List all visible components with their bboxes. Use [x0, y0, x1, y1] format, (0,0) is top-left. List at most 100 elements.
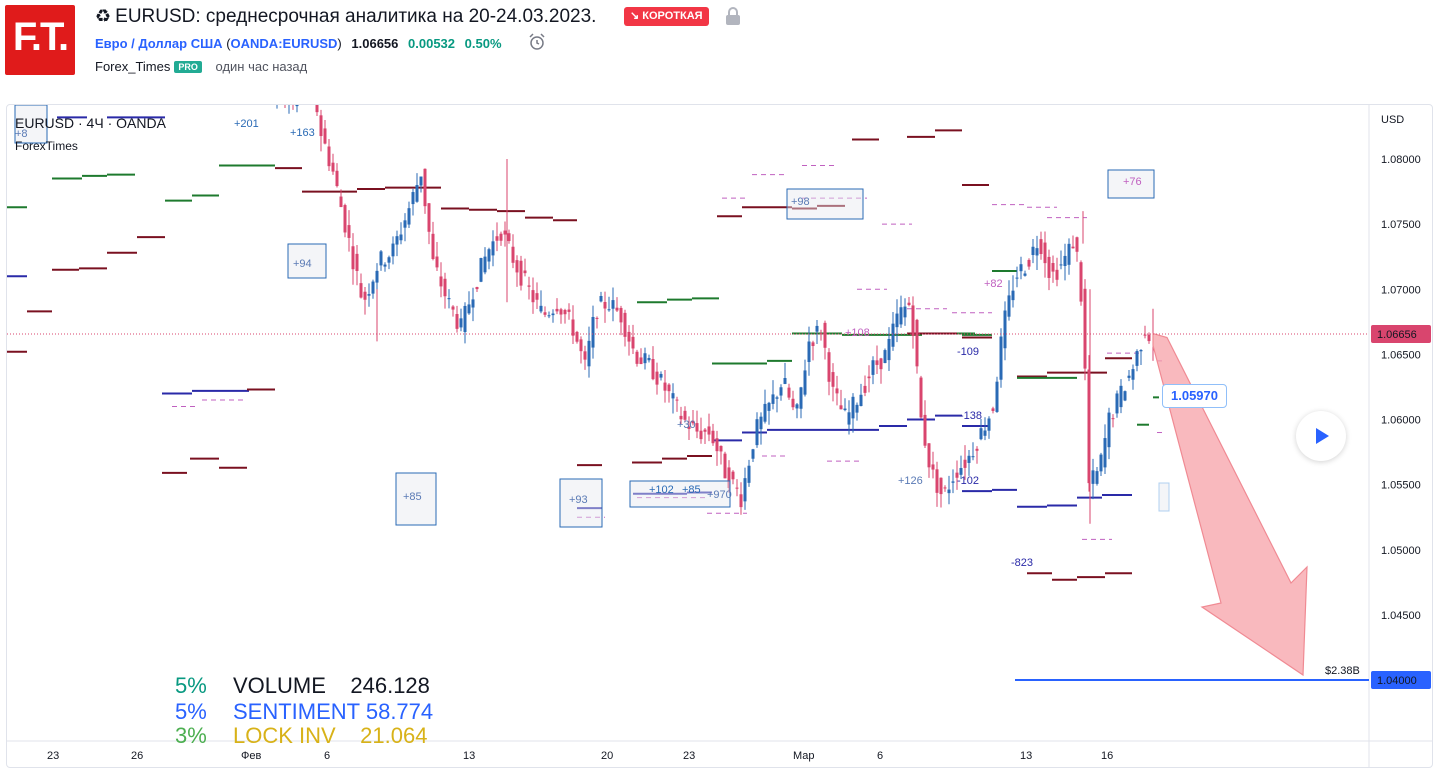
candle-body: [851, 396, 855, 419]
candle-body: [831, 372, 835, 387]
indicator-sentiment-value: 58.774: [365, 699, 434, 724]
candle-body: [811, 342, 815, 347]
candle-body: [1067, 243, 1071, 265]
alarm-clock-icon[interactable]: [528, 33, 546, 51]
chart-annotation: +85: [403, 491, 422, 503]
price-chart[interactable]: +201 +163 +94 +85 +93 +102 +85 +970 +98 +108 +76 -1…: [7, 105, 1433, 768]
chart-annotation: +970: [707, 489, 732, 501]
candle-body: [523, 270, 527, 274]
candle-body: [331, 162, 335, 172]
candle-body: [339, 196, 343, 208]
chart-annotation: -109: [957, 346, 979, 358]
candle-body: [587, 340, 591, 367]
candle-body: [939, 477, 943, 495]
candle-body: [835, 388, 839, 394]
price-axis-tick: 1.07500: [1381, 219, 1421, 231]
annotation-box: [629, 480, 731, 508]
candle-body: [1019, 264, 1023, 272]
indicator-lock-inv-value: 21.064: [360, 723, 428, 743]
candle-body: [487, 249, 491, 262]
candle-body: [775, 397, 779, 399]
idea-title: ♻ EURUSD: среднесрочная аналитика на 20-2…: [95, 6, 596, 28]
price-axis-tick: 1.05000: [1381, 545, 1421, 557]
candle-body: [559, 309, 563, 315]
candle-body: [1079, 262, 1083, 302]
candle-body: [527, 285, 531, 287]
candle-body: [747, 465, 751, 483]
time-axis-tick: Мар: [793, 750, 815, 762]
candle-body: [439, 276, 443, 287]
candle-body: [919, 377, 923, 418]
candle-body: [687, 426, 691, 429]
candle-body: [691, 420, 695, 424]
candle-body: [315, 105, 319, 113]
indicator-sentiment-label: SENTIMENT: [233, 699, 360, 724]
candle-body: [567, 309, 571, 312]
candle-body: [979, 428, 983, 440]
symbol-line: Евро / Доллар США (OANDA:EURUSD) 1.06656…: [95, 36, 502, 51]
candle-body: [579, 339, 583, 352]
chart-area[interactable]: +201 +163 +94 +85 +93 +102 +85 +970 +98 +108 +76 -1…: [6, 104, 1433, 768]
candle-body: [883, 350, 887, 364]
candle-body: [343, 205, 347, 233]
candle-body: [891, 323, 895, 347]
candle-body: [843, 408, 847, 411]
price-axis-tick: 1.04500: [1381, 610, 1421, 622]
candle-body: [659, 373, 663, 378]
chart-annotation: -138: [960, 410, 982, 422]
candle-body: [443, 278, 447, 297]
price-axis-tick: 1.08000: [1381, 154, 1421, 166]
candle-body: [671, 393, 675, 399]
chart-annotation: +126: [898, 475, 923, 487]
candle-body: [895, 313, 899, 328]
candle-body: [435, 256, 439, 268]
candle-body: [815, 325, 819, 332]
time-axis-tick: 16: [1101, 750, 1113, 762]
candle-body: [619, 307, 623, 323]
candle-body: [1059, 264, 1063, 266]
candle-body: [1127, 375, 1131, 378]
candle-body: [1131, 369, 1135, 380]
chart-annotation: -102: [957, 475, 979, 487]
candle-body: [455, 314, 459, 329]
candle-body: [855, 404, 859, 413]
candle-body: [999, 336, 1003, 380]
target-price-callout: 1.05970: [1162, 384, 1227, 408]
candle-body: [467, 304, 471, 314]
candle-body: [1031, 246, 1035, 256]
candle-body: [371, 281, 375, 294]
candle-body: [743, 478, 747, 502]
candle-body: [503, 230, 507, 235]
candle-body: [779, 387, 783, 396]
target-price-tag-text: 1.04000: [1377, 675, 1417, 687]
candle-body: [679, 415, 683, 420]
candle-body: [327, 146, 331, 167]
candle-body: [547, 315, 551, 317]
annotation-box: [1158, 482, 1170, 512]
candle-body: [739, 494, 743, 508]
candle-body: [635, 351, 639, 364]
author-logo[interactable]: F.T.: [5, 5, 75, 75]
price-axis-tick: 1.06000: [1381, 415, 1421, 427]
play-icon: [1316, 428, 1329, 444]
candle-body: [1147, 334, 1151, 342]
candle-body: [971, 456, 975, 458]
current-price-tag-text: 1.06656: [1377, 329, 1417, 341]
candle-body: [875, 360, 879, 365]
candle-body: [823, 322, 827, 348]
play-replay-button[interactable]: [1296, 411, 1346, 461]
candle-body: [1103, 438, 1107, 468]
chart-annotation: +163: [290, 127, 315, 139]
annotation-box: [287, 243, 327, 279]
candle-body: [791, 398, 795, 408]
candle-body: [359, 283, 363, 298]
candle-body: [807, 341, 811, 363]
pair-name-link[interactable]: Евро / Доллар США: [95, 36, 223, 51]
candle-body: [667, 384, 671, 392]
symbol-code-link[interactable]: OANDA:EURUSD: [230, 36, 338, 51]
chart-annotation: +94: [293, 258, 312, 270]
candle-body: [551, 313, 555, 316]
author-name-link[interactable]: Forex_Times: [95, 59, 171, 74]
candle-body: [1107, 412, 1111, 448]
candle-body: [575, 331, 579, 342]
